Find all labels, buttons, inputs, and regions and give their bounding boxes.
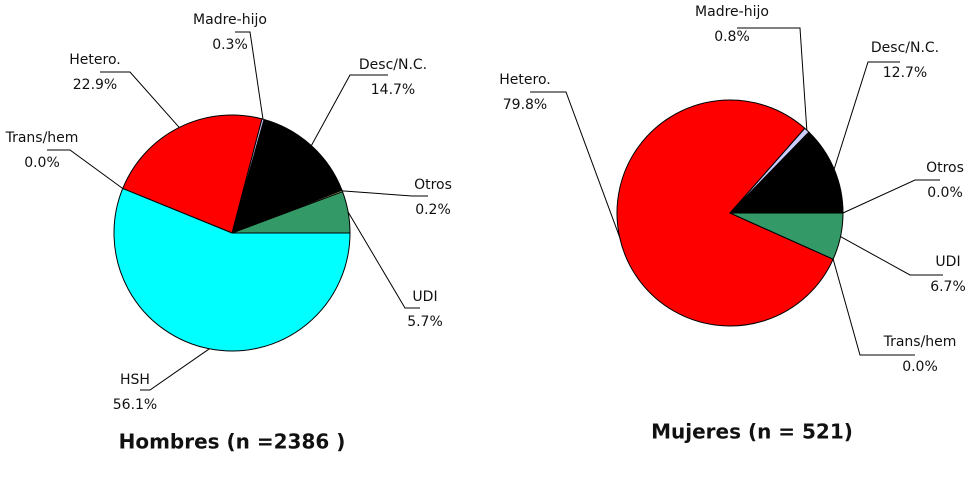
- slice-label: Otros: [926, 160, 964, 176]
- slice-label: Trans/hem: [883, 334, 957, 350]
- leader-line: [840, 236, 943, 276]
- slice-label: Desc/N.C.: [871, 40, 939, 56]
- leader-line: [140, 348, 210, 391]
- slice-value-label: 79.8%: [503, 97, 547, 113]
- slice-value-label: 14.7%: [371, 82, 415, 98]
- pie-slice: [231, 118, 343, 234]
- slice-value-label: 0.8%: [714, 29, 750, 45]
- slice-value-label: 0.0%: [24, 155, 60, 171]
- slice-value-label: 0.0%: [902, 359, 938, 375]
- leader-line: [310, 74, 388, 146]
- slice-value-label: 0.0%: [927, 185, 963, 201]
- leader-line: [100, 71, 180, 128]
- leader-line: [832, 259, 915, 356]
- leader-line: [737, 27, 808, 131]
- slice-label: Hetero.: [69, 52, 120, 68]
- leader-line: [842, 179, 940, 214]
- slice-value-label: 6.7%: [930, 279, 966, 295]
- slice-label: Hetero.: [499, 72, 550, 88]
- pie-slice: [728, 131, 844, 214]
- slice-value-label: 0.3%: [212, 37, 248, 53]
- slice-value-label: 56.1%: [113, 397, 157, 413]
- leader-line: [47, 149, 124, 189]
- pie-slice: [122, 114, 263, 234]
- pie-slice: [729, 212, 844, 260]
- slice-label: Madre-hijo: [193, 12, 267, 28]
- slice-label: Trans/hem: [5, 130, 79, 146]
- slice-value-label: 5.7%: [407, 314, 443, 330]
- leader-line: [342, 190, 428, 197]
- leader-line: [833, 61, 900, 170]
- slice-label: Madre-hijo: [695, 4, 769, 20]
- slice-value-label: 12.7%: [883, 65, 927, 81]
- slice-label: Desc/N.C.: [359, 57, 427, 73]
- slice-value-label: 0.2%: [415, 202, 451, 218]
- slice-label: Otros: [414, 177, 452, 193]
- slice-label: HSH: [120, 372, 150, 388]
- leader-line: [347, 211, 420, 309]
- leader-line: [530, 91, 621, 238]
- slice-label: UDI: [935, 254, 960, 270]
- slice-value-label: 22.9%: [73, 77, 117, 93]
- chart-title: Mujeres (n = 521): [651, 420, 853, 444]
- chart-title: Hombres (n =2386 ): [119, 430, 346, 454]
- slice-label: UDI: [412, 289, 437, 305]
- leader-line: [235, 31, 264, 120]
